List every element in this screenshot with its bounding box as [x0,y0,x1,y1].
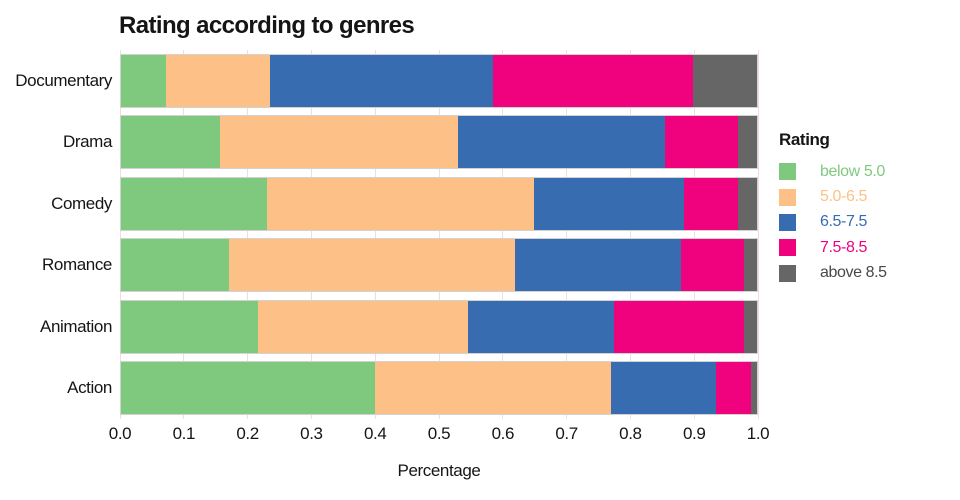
bar-segment-animation-5-0-6-5 [257,300,468,353]
bar-segment-animation-above-8-5 [744,300,757,353]
x-tick-0.6: 0.6 [491,424,515,443]
bar-segment-drama-7-5-8-5 [664,116,738,169]
gridline-0.4 [374,50,376,419]
legend-item-6-5-7-5: 6.5-7.5 [779,210,887,235]
bar-segment-romance-below-5-0 [121,239,230,292]
gridline-0.2 [247,50,249,419]
gridline-1.0 [757,50,759,419]
bar-segment-comedy-5-0-6-5 [267,177,535,230]
legend-swatch-7-5-8-5 [779,239,796,257]
bar-segment-comedy-7-5-8-5 [683,177,738,230]
bar-segment-drama-6-5-7-5 [458,116,665,169]
bar-segment-romance-5-0-6-5 [229,239,516,292]
x-tick-1.0: 1.0 [746,424,770,443]
gridline-0.8 [629,50,631,419]
x-axis-label: Percentage [397,461,481,480]
category-label-drama: Drama [62,132,112,152]
legend-items: below 5.0 5.0-6.5 6.5-7.5 7.5-8.5 above 8.5 [779,159,887,286]
gridline-0.1 [183,50,185,419]
legend-label-6-5-7-5: 6.5-7.5 [820,213,868,231]
legend-swatch-above-8-5 [779,264,796,282]
bar-segment-animation-7-5-8-5 [613,300,745,353]
bar-romance [120,238,758,293]
bar-segment-animation-6-5-7-5 [467,300,614,353]
legend: Rating below 5.0 5.0-6.5 6.5-7.5 7.5-8.5 abo… [779,130,887,286]
bar-segment-comedy-above-8-5 [737,177,757,230]
legend-item-below-5-0: below 5.0 [779,159,887,184]
bar-segment-romance-7-5-8-5 [680,239,745,292]
legend-swatch-below-5-0 [779,163,796,181]
bar-segment-comedy-6-5-7-5 [534,177,684,230]
bar-segment-documentary-6-5-7-5 [270,54,494,107]
legend-swatch-6-5-7-5 [779,213,796,231]
bar-segment-animation-below-5-0 [121,300,258,353]
bar-segment-drama-5-0-6-5 [219,116,459,169]
category-label-comedy: Comedy [51,193,112,213]
x-tick-0.5: 0.5 [427,424,451,443]
x-tick-0.1: 0.1 [172,424,196,443]
legend-label-7-5-8-5: 7.5-8.5 [820,238,868,256]
bar-segment-drama-below-5-0 [121,116,220,169]
gridline-0.7 [566,50,568,419]
bar-segment-documentary-7-5-8-5 [493,54,694,107]
gridline-0.9 [693,50,695,419]
legend-item-5-0-6-5: 5.0-6.5 [779,184,887,209]
gridline-0.3 [310,50,312,419]
x-tick-0.0: 0.0 [108,424,132,443]
bar-segment-action-6-5-7-5 [610,362,716,415]
legend-label-below-5-0: below 5.0 [820,162,885,180]
bar-action [120,361,758,416]
bar-segment-comedy-below-5-0 [121,177,268,230]
x-tick-0.9: 0.9 [682,424,706,443]
bar-segment-documentary-above-8-5 [693,54,757,107]
bar-segment-drama-above-8-5 [737,116,757,169]
bar-segment-romance-6-5-7-5 [515,239,681,292]
category-label-action: Action [67,378,112,398]
legend-title: Rating [779,130,830,149]
x-tick-0.4: 0.4 [363,424,387,443]
legend-label-5-0-6-5: 5.0-6.5 [820,188,868,206]
bar-segment-action-below-5-0 [121,362,376,415]
bar-segment-action-above-8-5 [750,362,757,415]
x-tick-0.2: 0.2 [236,424,259,443]
gridline-0.5 [438,50,440,419]
gridline-0.0 [119,50,121,419]
chart-title: Rating according to genres [119,12,415,39]
legend-item-7-5-8-5: 7.5-8.5 [779,235,887,260]
x-tick-0.8: 0.8 [619,424,642,443]
gridline-0.6 [502,50,504,419]
bar-documentary [120,53,758,108]
category-label-animation: Animation [40,316,112,336]
plot-area [119,50,759,419]
x-tick-0.7: 0.7 [555,424,578,443]
bar-segment-documentary-5-0-6-5 [165,54,271,107]
bar-segment-action-7-5-8-5 [715,362,751,415]
legend-label-above-8-5: above 8.5 [820,264,887,282]
category-label-documentary: Documentary [15,70,112,90]
bar-segment-documentary-below-5-0 [121,54,166,107]
bar-animation [120,299,758,354]
bar-segment-romance-above-8-5 [744,239,757,292]
bar-segment-action-5-0-6-5 [375,362,611,415]
x-tick-0.3: 0.3 [300,424,323,443]
legend-item-above-8-5: above 8.5 [779,261,887,286]
bar-comedy [120,176,758,231]
category-label-romance: Romance [42,255,112,275]
bar-drama [120,115,758,170]
legend-swatch-5-0-6-5 [779,188,796,206]
